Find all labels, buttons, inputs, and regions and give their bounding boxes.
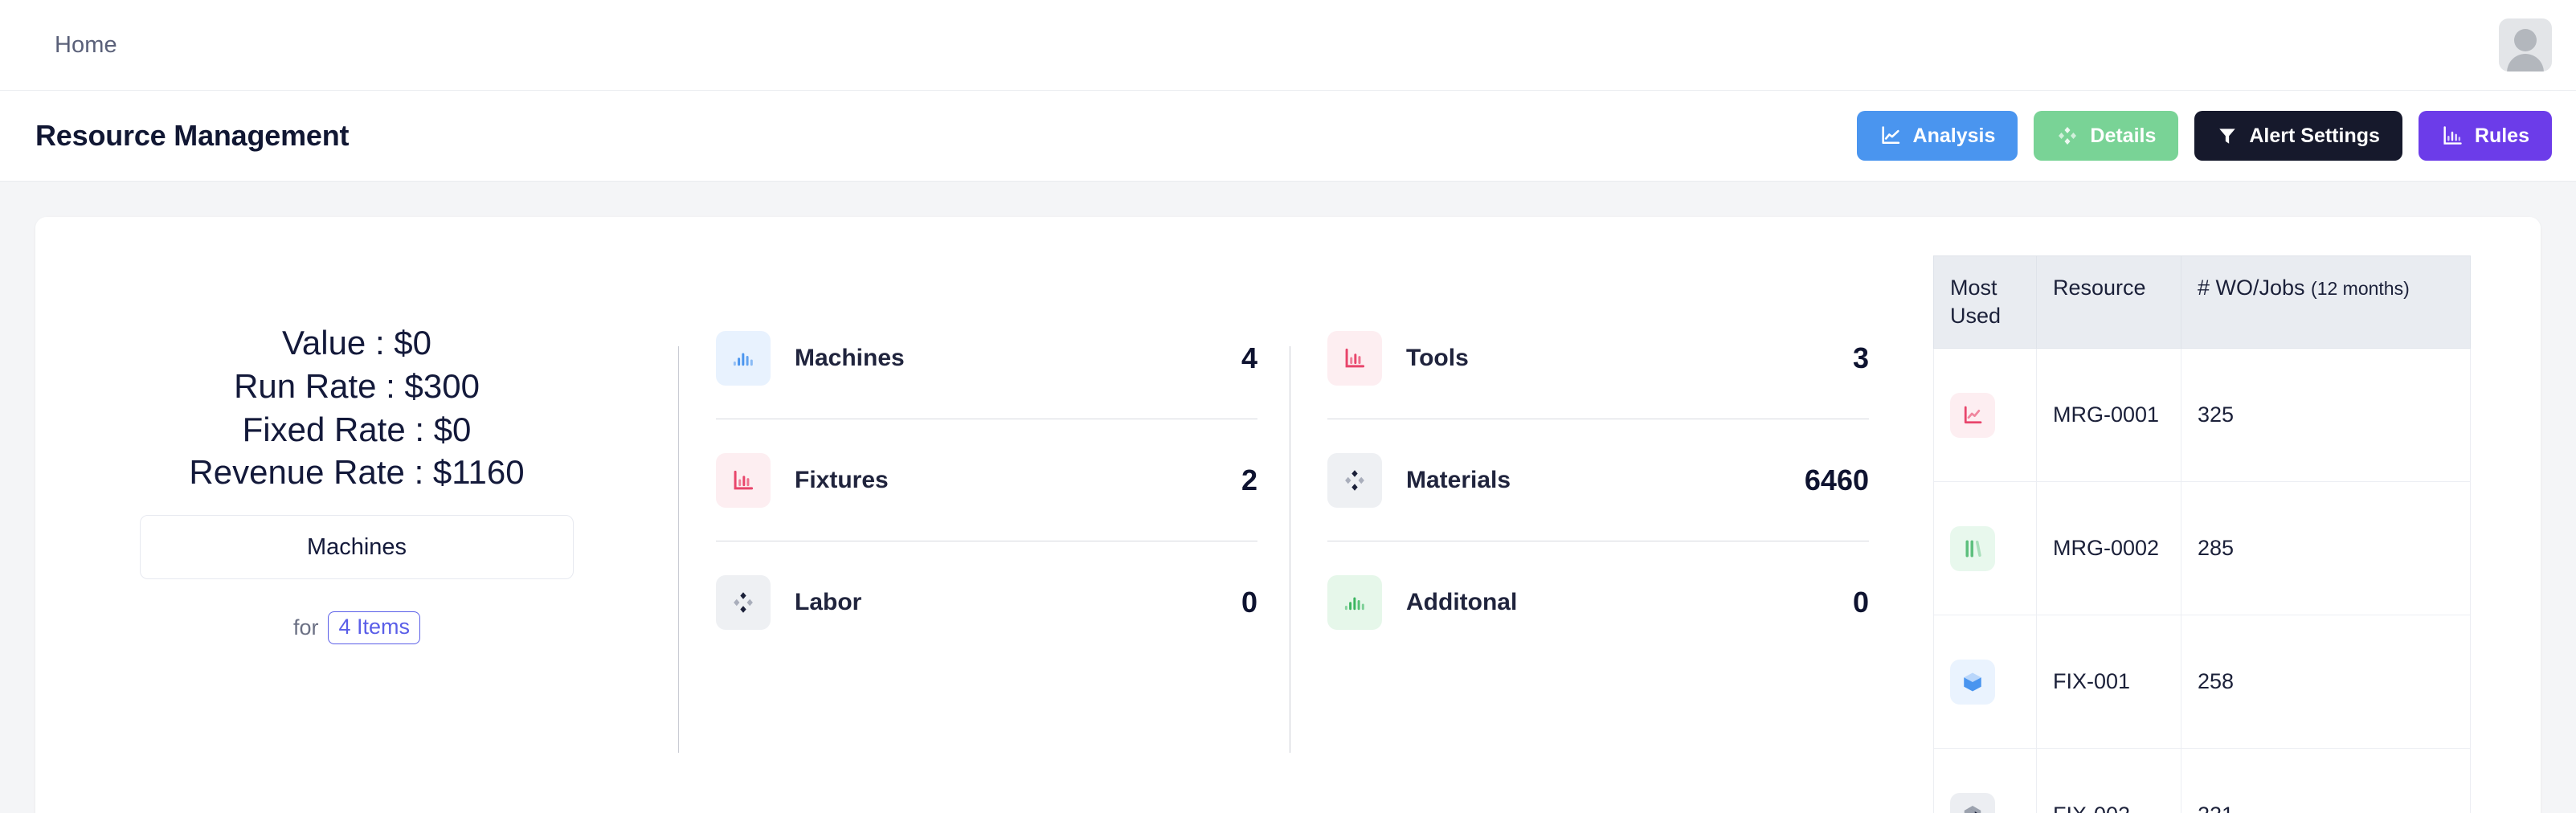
- bar-chart-icon: [1327, 330, 1382, 386]
- metric-tools[interactable]: Tools 3: [1327, 297, 1869, 419]
- row-jobs: 258: [2181, 615, 2471, 750]
- column-header-most-used: Most Used: [1933, 255, 2037, 349]
- bar-chart-icon: [1327, 575, 1382, 630]
- row-jobs: 285: [2181, 481, 2471, 616]
- table-header-row: Most Used Resource # WO/Jobs (12 months): [1933, 255, 2471, 349]
- package-icon: [1950, 792, 1995, 813]
- rules-button[interactable]: Rules: [2418, 111, 2552, 161]
- most-used-table-wrapper: Most Used Resource # WO/Jobs (12 months): [1901, 217, 2541, 813]
- header-actions: Analysis Details Alert Settings: [1856, 111, 2552, 161]
- diamonds-icon: [2056, 125, 2079, 147]
- metric-tools-value: 3: [1852, 341, 1869, 374]
- page-title: Resource Management: [35, 119, 350, 152]
- most-used-table: Most Used Resource # WO/Jobs (12 months): [1933, 255, 2471, 813]
- category-select-value: Machines: [306, 533, 407, 560]
- column-header-resource: Resource: [2036, 255, 2181, 349]
- row-resource: FIX-001: [2036, 615, 2181, 750]
- summary-panel: Value : $0 Run Rate : $300 Fixed Rate : …: [35, 217, 678, 813]
- bar-chart-icon: [716, 452, 771, 508]
- column-header-wo-jobs: # WO/Jobs (12 months): [2181, 255, 2471, 349]
- table-row[interactable]: FIX-002 221: [1933, 748, 2471, 813]
- filter-icon: [2217, 125, 2238, 146]
- metric-materials-value: 6460: [1804, 463, 1869, 496]
- row-resource: FIX-002: [2036, 748, 2181, 813]
- table-row[interactable]: MRG-0001 325: [1933, 348, 2471, 483]
- table-row[interactable]: MRG-0002 285: [1933, 481, 2471, 616]
- user-avatar[interactable]: [2499, 18, 2552, 71]
- cube-icon: [1950, 659, 1995, 705]
- analysis-button[interactable]: Analysis: [1856, 111, 2018, 161]
- divider-vertical-left: [678, 346, 679, 753]
- row-resource: MRG-0002: [2036, 481, 2181, 616]
- row-icon-cell: [1933, 481, 2037, 616]
- bar-chart-icon: [716, 330, 771, 386]
- summary-revenue-rate: Revenue Rate : $1160: [189, 453, 525, 492]
- row-icon-cell: [1933, 348, 2037, 483]
- top-bar: Home: [0, 0, 2576, 91]
- metric-labor[interactable]: Labor 0: [716, 541, 1257, 664]
- metric-materials[interactable]: Materials 6460: [1327, 419, 1869, 541]
- row-icon-cell: [1933, 615, 2037, 750]
- breadcrumb-home[interactable]: Home: [55, 31, 117, 58]
- details-button[interactable]: Details: [2034, 111, 2179, 161]
- category-select[interactable]: Machines: [140, 515, 574, 579]
- main-content: Value : $0 Run Rate : $300 Fixed Rate : …: [0, 182, 2576, 813]
- metrics-column-2: Tools 3 Materials 6460: [1290, 217, 1901, 813]
- line-chart-icon: [1879, 125, 1902, 147]
- metric-materials-label: Materials: [1406, 466, 1511, 493]
- row-jobs: 325: [2181, 348, 2471, 483]
- wo-jobs-sub: (12 months): [2311, 278, 2410, 299]
- metrics-column-1: Machines 4 Fixtures 2: [679, 217, 1290, 813]
- rules-button-label: Rules: [2474, 124, 2529, 147]
- summary-run-rate: Run Rate : $300: [234, 366, 480, 405]
- row-resource: MRG-0001: [2036, 348, 2181, 483]
- diamonds-icon: [1327, 452, 1382, 508]
- metric-additional[interactable]: Additonal 0: [1327, 541, 1869, 664]
- bars-icon: [1950, 525, 1995, 571]
- metric-fixtures-value: 2: [1241, 463, 1257, 496]
- for-label: for: [292, 615, 319, 639]
- avatar-head-shape: [2514, 29, 2537, 51]
- metric-tools-label: Tools: [1406, 344, 1469, 371]
- row-icon-cell: [1933, 748, 2037, 813]
- wo-jobs-main: # WO/Jobs: [2198, 276, 2312, 300]
- metric-machines-label: Machines: [795, 344, 905, 371]
- diamonds-icon: [716, 575, 771, 630]
- summary-fixed-rate: Fixed Rate : $0: [242, 410, 472, 448]
- table-row[interactable]: FIX-001 258: [1933, 615, 2471, 750]
- summary-value: Value : $0: [281, 324, 432, 362]
- alert-settings-button-label: Alert Settings: [2249, 124, 2380, 147]
- metric-labor-value: 0: [1241, 586, 1257, 619]
- row-jobs: 221: [2181, 748, 2471, 813]
- alert-settings-button[interactable]: Alert Settings: [2194, 111, 2402, 161]
- resource-summary-card: Value : $0 Run Rate : $300 Fixed Rate : …: [35, 217, 2541, 813]
- analysis-button-label: Analysis: [1912, 124, 1996, 147]
- page-header: Resource Management Analysis Details: [0, 91, 2576, 182]
- line-chart-icon: [1950, 392, 1995, 438]
- items-row: for 4 Items: [92, 611, 622, 644]
- metric-fixtures-label: Fixtures: [795, 466, 889, 493]
- metric-fixtures[interactable]: Fixtures 2: [716, 419, 1257, 541]
- metric-additional-value: 0: [1852, 586, 1869, 619]
- metric-machines-value: 4: [1241, 341, 1257, 374]
- metric-machines[interactable]: Machines 4: [716, 297, 1257, 419]
- bar-chart-icon: [2441, 125, 2464, 147]
- metric-additional-label: Additonal: [1406, 589, 1518, 615]
- items-count-badge[interactable]: 4 Items: [328, 611, 421, 644]
- details-button-label: Details: [2090, 124, 2157, 147]
- metric-labor-label: Labor: [795, 589, 862, 615]
- avatar-body-shape: [2507, 54, 2544, 71]
